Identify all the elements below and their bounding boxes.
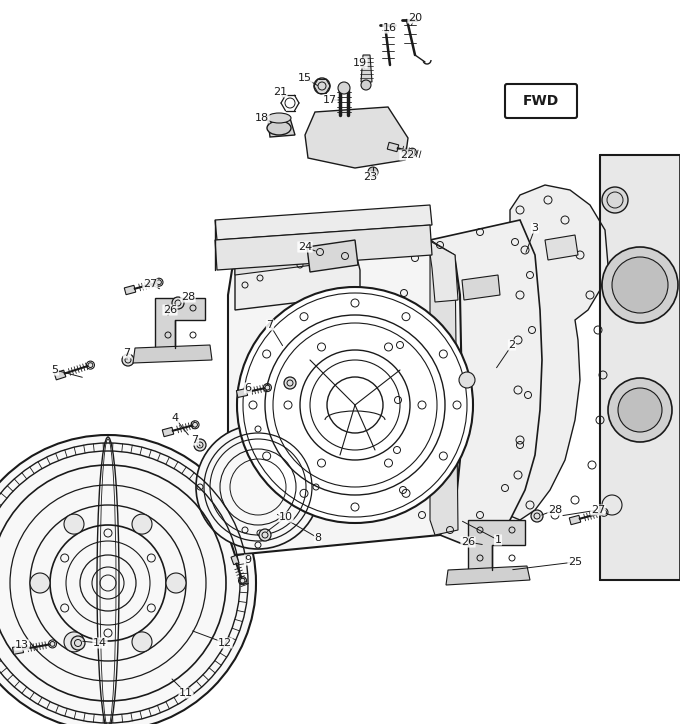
Text: 17: 17 bbox=[323, 95, 337, 105]
Ellipse shape bbox=[267, 113, 291, 123]
Text: 13: 13 bbox=[15, 640, 29, 650]
Polygon shape bbox=[228, 240, 462, 555]
Text: 3: 3 bbox=[532, 223, 539, 233]
Circle shape bbox=[194, 439, 206, 451]
Polygon shape bbox=[600, 155, 680, 580]
Text: 28: 28 bbox=[548, 505, 562, 515]
Circle shape bbox=[30, 573, 50, 593]
Polygon shape bbox=[163, 427, 173, 437]
Text: 4: 4 bbox=[171, 413, 179, 423]
Polygon shape bbox=[133, 345, 212, 363]
Text: 6: 6 bbox=[245, 383, 252, 393]
Circle shape bbox=[410, 150, 415, 155]
Polygon shape bbox=[569, 515, 581, 525]
Circle shape bbox=[192, 422, 197, 427]
Polygon shape bbox=[430, 240, 458, 535]
Text: 9: 9 bbox=[244, 555, 252, 565]
Circle shape bbox=[531, 510, 543, 522]
Circle shape bbox=[608, 378, 672, 442]
Polygon shape bbox=[235, 240, 430, 275]
Polygon shape bbox=[393, 220, 542, 545]
Polygon shape bbox=[388, 143, 398, 151]
Polygon shape bbox=[54, 370, 66, 380]
Circle shape bbox=[602, 187, 628, 213]
Polygon shape bbox=[446, 566, 530, 585]
Polygon shape bbox=[462, 275, 500, 300]
Circle shape bbox=[602, 510, 607, 515]
Circle shape bbox=[602, 247, 678, 323]
Text: 27: 27 bbox=[591, 505, 605, 515]
Text: 20: 20 bbox=[408, 13, 422, 23]
Circle shape bbox=[265, 385, 270, 390]
Polygon shape bbox=[545, 235, 578, 260]
Text: 22: 22 bbox=[400, 150, 414, 160]
Polygon shape bbox=[215, 225, 432, 270]
Text: 26: 26 bbox=[163, 305, 177, 315]
Circle shape bbox=[368, 167, 378, 177]
Text: 24: 24 bbox=[298, 242, 312, 252]
Polygon shape bbox=[231, 555, 239, 565]
Text: 7: 7 bbox=[124, 348, 131, 358]
Text: 16: 16 bbox=[383, 23, 397, 33]
Text: 27: 27 bbox=[143, 279, 157, 289]
Polygon shape bbox=[428, 240, 458, 302]
Text: 19: 19 bbox=[353, 58, 367, 68]
Text: FWD: FWD bbox=[523, 94, 559, 108]
Text: 10: 10 bbox=[279, 512, 293, 522]
Circle shape bbox=[122, 354, 134, 366]
Text: 18: 18 bbox=[255, 113, 269, 123]
Text: 28: 28 bbox=[181, 292, 195, 302]
Text: 5: 5 bbox=[52, 365, 58, 375]
Circle shape bbox=[338, 82, 350, 94]
Circle shape bbox=[71, 636, 85, 650]
Text: 8: 8 bbox=[314, 533, 322, 543]
Text: 14: 14 bbox=[93, 638, 107, 648]
Polygon shape bbox=[305, 107, 408, 168]
Circle shape bbox=[237, 287, 473, 523]
Circle shape bbox=[132, 514, 152, 534]
Text: 15: 15 bbox=[298, 73, 312, 83]
Text: 12: 12 bbox=[218, 638, 232, 648]
Text: 7: 7 bbox=[192, 435, 199, 445]
Circle shape bbox=[88, 363, 93, 368]
Circle shape bbox=[64, 514, 84, 534]
Text: 1: 1 bbox=[494, 535, 502, 545]
Polygon shape bbox=[215, 205, 432, 240]
Text: 7: 7 bbox=[267, 320, 273, 330]
Polygon shape bbox=[124, 285, 136, 295]
Circle shape bbox=[156, 280, 161, 285]
Circle shape bbox=[50, 641, 55, 647]
Circle shape bbox=[459, 372, 475, 388]
Circle shape bbox=[361, 80, 371, 90]
Circle shape bbox=[284, 377, 296, 389]
Circle shape bbox=[259, 529, 271, 541]
Text: 11: 11 bbox=[179, 688, 193, 698]
Polygon shape bbox=[235, 245, 360, 310]
Circle shape bbox=[0, 435, 256, 724]
Text: 26: 26 bbox=[461, 537, 475, 547]
Circle shape bbox=[166, 573, 186, 593]
Polygon shape bbox=[12, 646, 24, 654]
Text: 2: 2 bbox=[509, 340, 515, 350]
Polygon shape bbox=[468, 520, 525, 570]
Polygon shape bbox=[155, 298, 205, 348]
Text: 21: 21 bbox=[273, 87, 287, 97]
Text: 23: 23 bbox=[363, 172, 377, 182]
Polygon shape bbox=[237, 389, 248, 397]
FancyBboxPatch shape bbox=[505, 84, 577, 118]
Polygon shape bbox=[505, 185, 608, 520]
Polygon shape bbox=[361, 55, 372, 82]
Circle shape bbox=[64, 632, 84, 652]
Circle shape bbox=[612, 257, 668, 313]
Circle shape bbox=[240, 578, 245, 583]
Circle shape bbox=[196, 425, 320, 549]
Circle shape bbox=[132, 632, 152, 652]
Circle shape bbox=[618, 388, 662, 432]
Text: 25: 25 bbox=[568, 557, 582, 567]
Polygon shape bbox=[307, 240, 358, 272]
Ellipse shape bbox=[267, 121, 291, 135]
Polygon shape bbox=[268, 118, 295, 137]
Circle shape bbox=[314, 78, 330, 94]
Circle shape bbox=[172, 297, 184, 309]
